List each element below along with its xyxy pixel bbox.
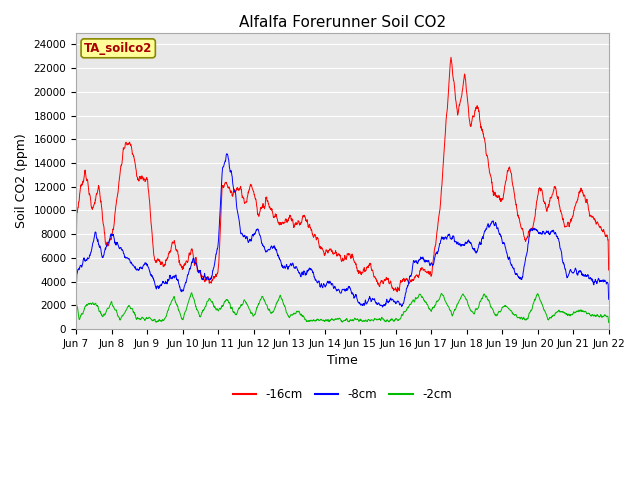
Legend: -16cm, -8cm, -2cm: -16cm, -8cm, -2cm <box>228 384 457 406</box>
Text: TA_soilco2: TA_soilco2 <box>84 42 152 55</box>
X-axis label: Time: Time <box>327 354 358 367</box>
Y-axis label: Soil CO2 (ppm): Soil CO2 (ppm) <box>15 133 28 228</box>
Title: Alfalfa Forerunner Soil CO2: Alfalfa Forerunner Soil CO2 <box>239 15 446 30</box>
